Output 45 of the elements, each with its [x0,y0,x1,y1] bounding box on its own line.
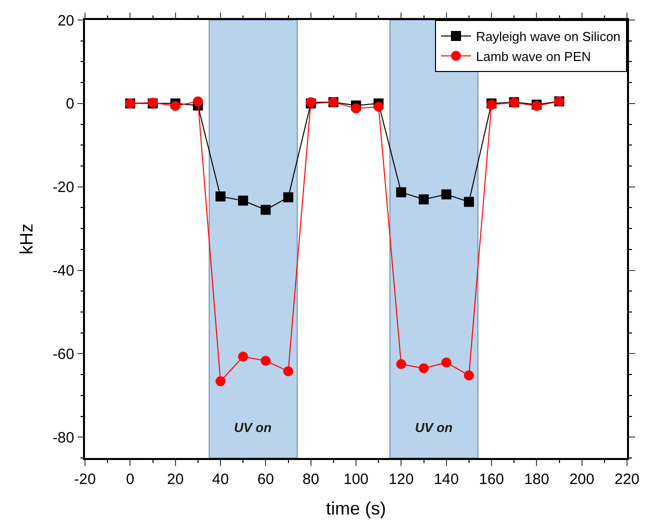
x-tick-label: 140 [434,470,459,488]
point [192,96,203,106]
x-tick-label: 120 [388,470,414,488]
band-label: UV on [415,420,453,435]
y-tick-label: -80 [52,429,74,446]
point [170,100,180,111]
x-tick-label: 100 [343,470,369,488]
x-axis-title: time (s) [326,498,386,518]
point [238,352,248,362]
y-tick-label: 0 [66,96,74,113]
point [464,370,474,380]
point [464,196,474,207]
x-tick-label: 220 [614,470,640,488]
point [396,359,406,370]
x-tick-label: 0 [126,470,134,488]
x-tick-label: 20 [166,470,184,488]
point [374,102,384,112]
point [418,363,429,374]
x-tick-label: 60 [257,470,274,488]
x-tick-label: 40 [212,470,229,488]
y-tick-label: 20 [58,12,74,30]
point [351,103,361,114]
x-tick-label: -20 [74,470,96,488]
point [283,366,294,376]
legend-label: Lamb wave on PEN [476,48,591,64]
point [396,187,406,198]
y-tick-label: -20 [52,179,74,196]
y-tick-label: -40 [52,262,74,280]
x-tick-label: 180 [524,470,550,488]
point [216,376,226,386]
point [260,356,271,366]
x-tick-label: 160 [478,470,504,488]
x-tick-label: 200 [569,470,594,488]
point [441,189,452,200]
band-label: UV on [234,420,272,435]
x-tick-label: 80 [302,470,320,488]
point [441,357,452,368]
point [260,204,271,215]
point [283,192,294,202]
point [238,196,248,206]
y-axis-title: kHz [16,224,36,254]
point [418,194,429,204]
point [216,191,226,202]
y-tick-label: -60 [52,346,74,363]
legend-label: Rayleigh wave on Silicon [476,29,621,44]
